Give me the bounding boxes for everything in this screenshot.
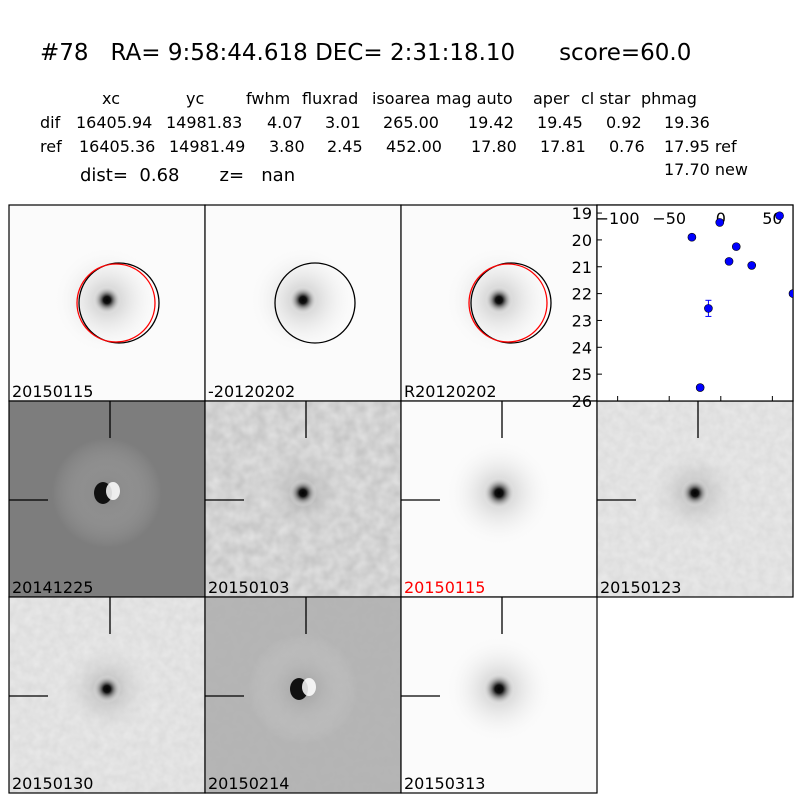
cutout-panel: R20120202	[400, 204, 598, 402]
cutout-panel: 20150130	[8, 596, 206, 794]
panel-date-label: 20150103	[208, 578, 289, 597]
dif-fwhm: 4.07	[267, 113, 303, 132]
panel-date-label: 20150115	[404, 578, 485, 597]
ref-fluxrad: 2.45	[327, 137, 363, 156]
data-point	[747, 261, 757, 270]
cutout-panel: 20141225	[8, 400, 206, 598]
reference-circle	[76, 263, 156, 343]
panel-date-label: R20120202	[404, 382, 497, 401]
source-blob	[289, 479, 317, 507]
aperture-circle	[78, 262, 160, 344]
ref-phmag: 17.95 ref	[664, 137, 737, 156]
data-point	[687, 232, 697, 242]
data-point	[788, 289, 793, 298]
panel-date-label: -20120202	[208, 382, 295, 401]
aperture-circle	[470, 262, 552, 344]
source-blob	[93, 286, 121, 314]
y-tick-label: 25	[572, 365, 592, 384]
score-value: 60.0	[640, 40, 692, 66]
dif-xc: 16405.94	[76, 113, 153, 132]
panel-date-label: 20141225	[12, 578, 93, 597]
dif-mag-auto: 19.42	[468, 113, 514, 132]
data-point	[704, 304, 713, 313]
y-tick-label: 24	[572, 338, 592, 357]
data-point	[724, 257, 734, 266]
y-tick-label: 23	[572, 311, 592, 330]
cutout-panel: 20150115	[400, 400, 598, 598]
dif-cl-star: 0.92	[606, 113, 642, 132]
source-blob	[483, 673, 515, 705]
ra-value: 9:58:44.618	[167, 40, 308, 66]
ref-aper: 17.81	[540, 137, 586, 156]
source-blob	[483, 477, 515, 509]
dif-isoarea: 265.00	[383, 113, 439, 132]
ref-yc: 14981.49	[169, 137, 246, 156]
cutout-panel: 20150214	[204, 596, 402, 794]
row-label-ref: ref	[40, 137, 62, 156]
aperture-circle	[274, 262, 356, 344]
y-tick-label: 22	[572, 285, 592, 304]
ref-mag-auto: 17.80	[471, 137, 517, 156]
panel-date-label: 20150214	[208, 774, 289, 793]
ref-fwhm: 3.80	[269, 137, 305, 156]
z-value: nan	[261, 165, 296, 186]
new-phmag: 17.70 new	[664, 160, 748, 179]
y-tick-label: 26	[572, 392, 592, 411]
candidate-id: #78	[40, 40, 89, 66]
cutout-panel: 20150123	[596, 400, 794, 598]
x-tick-label: −50	[652, 209, 686, 228]
dist-z-line: dist= 0.68 z= nan	[80, 165, 295, 186]
ref-isoarea: 452.00	[386, 137, 442, 156]
col-header-xc: xc	[102, 89, 120, 108]
y-tick-label: 20	[572, 231, 592, 250]
reference-circle	[468, 263, 548, 343]
y-tick-label: 19	[572, 204, 592, 223]
y-tick-label: 21	[572, 258, 592, 277]
panel-date-label: 20150313	[404, 774, 485, 793]
dif-yc: 14981.83	[166, 113, 243, 132]
x-tick-label: −100	[596, 209, 640, 228]
source-blob	[93, 675, 121, 703]
col-header-fwhm: fwhm	[246, 89, 291, 108]
cutout-panel: 20150313	[400, 596, 598, 794]
score-label: score=	[559, 40, 641, 66]
col-header-phmag: phmag	[641, 89, 697, 108]
col-header-yc: yc	[186, 89, 205, 108]
data-point	[695, 383, 705, 392]
dec-label: DEC=	[315, 40, 383, 66]
z-label: z=	[219, 165, 245, 186]
dif-phmag: 19.36	[664, 113, 710, 132]
title: #78 RA= 9:58:44.618 DEC= 2:31:18.10 scor…	[40, 40, 691, 66]
source-blob	[485, 286, 513, 314]
data-point	[775, 211, 784, 221]
data-point	[715, 218, 725, 227]
cutout-panel: -20120202	[204, 204, 402, 402]
source-blob	[289, 286, 317, 314]
cutout-panel: 20150115	[8, 204, 206, 402]
panel-date-label: 20150115	[12, 382, 93, 401]
ref-cl-star: 0.76	[609, 137, 645, 156]
data-point	[731, 242, 741, 251]
col-header-fluxrad: fluxrad	[302, 89, 359, 108]
row-label-dif: dif	[40, 113, 61, 132]
ref-xc: 16405.36	[79, 137, 156, 156]
dist-label: dist=	[80, 165, 128, 186]
cutout-panel: 20150103	[204, 400, 402, 598]
dist-value: 0.68	[139, 165, 180, 186]
panel-date-label: 20150130	[12, 774, 93, 793]
source-blob	[681, 479, 709, 507]
ra-label: RA=	[110, 40, 161, 66]
dif-aper: 19.45	[537, 113, 583, 132]
dif-fluxrad: 3.01	[325, 113, 361, 132]
panel-date-label: 20150123	[600, 578, 681, 597]
dec-value: 2:31:18.10	[389, 40, 516, 66]
col-header-isoarea: isoarea	[372, 89, 431, 108]
col-header-cl-star: cl star	[581, 89, 631, 108]
col-header-mag-auto: mag auto	[436, 89, 513, 108]
col-header-aper: aper	[533, 89, 570, 108]
